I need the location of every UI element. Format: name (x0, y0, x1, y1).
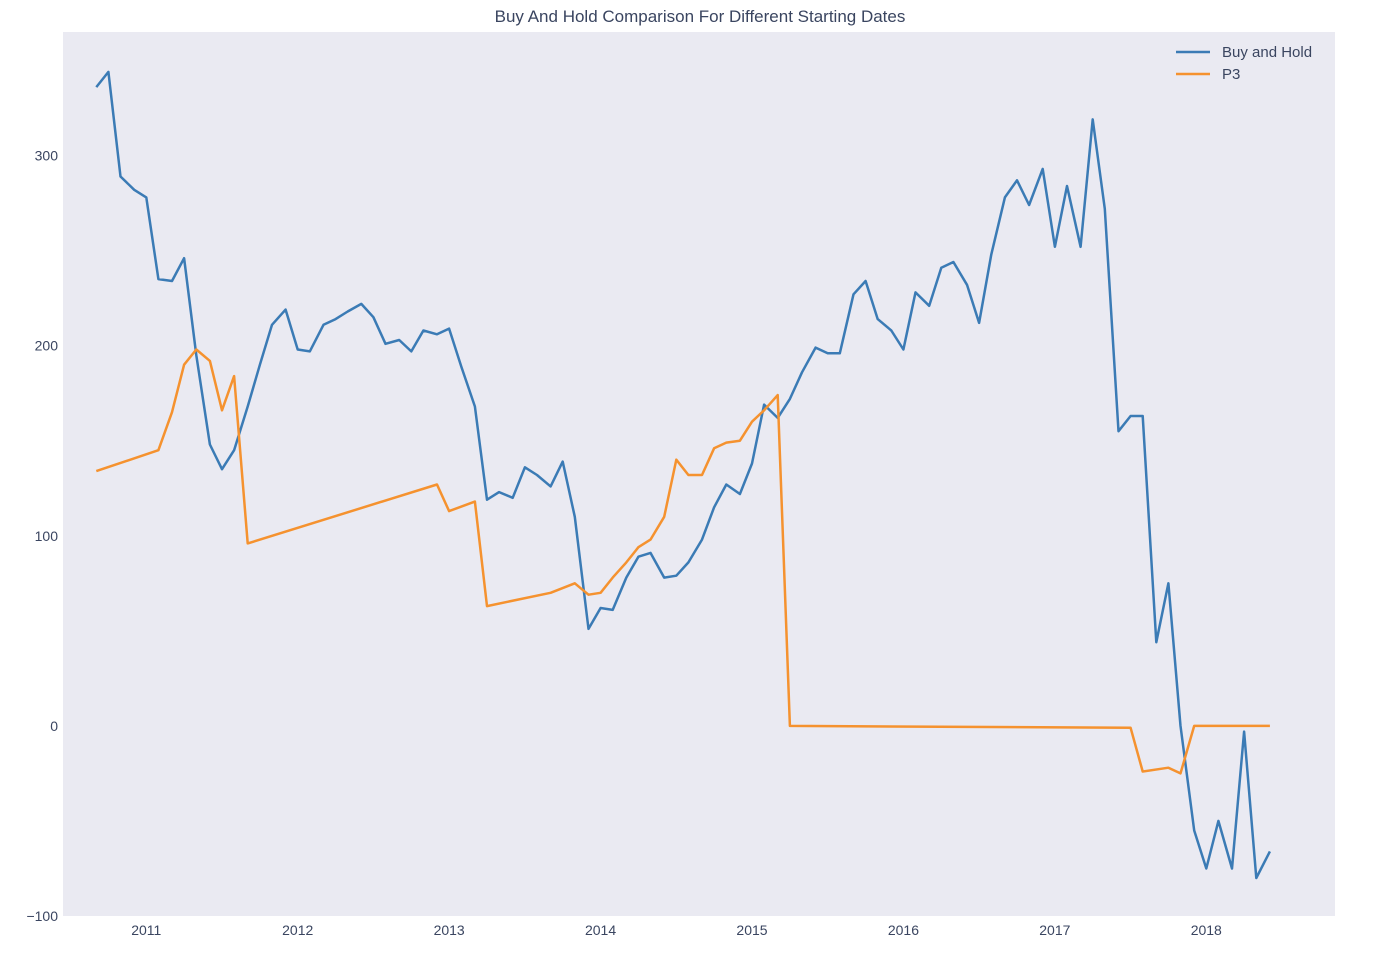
series-line-buy-and-hold (95, 70, 1272, 880)
x-tick-label: 2014 (585, 922, 616, 938)
legend-box (1168, 38, 1328, 92)
series-line-p3 (95, 348, 1270, 775)
legend-label-buy-and-hold: Buy and Hold (1222, 44, 1312, 61)
x-tick-label: 2013 (434, 922, 465, 938)
legend-label-p3: P3 (1222, 66, 1240, 83)
chart-title: Buy And Hold Comparison For Different St… (495, 7, 906, 26)
x-tick-label: 2012 (282, 922, 313, 938)
series-lines (95, 70, 1272, 880)
axis-ticks: 2011 2012 2013 2014 2015 2016 2017 2018 −100 0 100… (26, 148, 1222, 938)
x-tick-label: 2015 (736, 922, 767, 938)
legend: Buy and Hold P3 (1168, 38, 1328, 92)
y-tick-label: 0 (50, 718, 58, 734)
y-tick-label: 300 (35, 148, 59, 164)
y-tick-label: 100 (35, 528, 59, 544)
x-tick-label: 2016 (888, 922, 919, 938)
x-tick-label: 2017 (1039, 922, 1070, 938)
x-tick-label: 2018 (1191, 922, 1222, 938)
y-tick-label: −100 (26, 908, 58, 924)
x-tick-label: 2011 (131, 922, 161, 938)
y-tick-label: 200 (35, 338, 59, 354)
